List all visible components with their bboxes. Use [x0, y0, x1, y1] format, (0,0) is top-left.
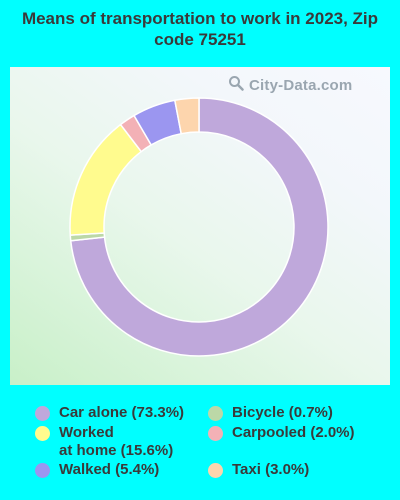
donut-slice-car-alone: [69, 97, 329, 357]
chart-title-text: Means of transportation to work in 2023,…: [21, 9, 379, 49]
chart-title: Means of transportation to work in 2023,…: [0, 8, 400, 50]
search-icon: [228, 75, 244, 95]
watermark: City-Data.com: [228, 75, 352, 95]
watermark-text: City-Data.com: [249, 76, 353, 94]
donut-slice-worked-at-home: [69, 123, 143, 236]
donut-slice-taxi: [173, 97, 200, 135]
